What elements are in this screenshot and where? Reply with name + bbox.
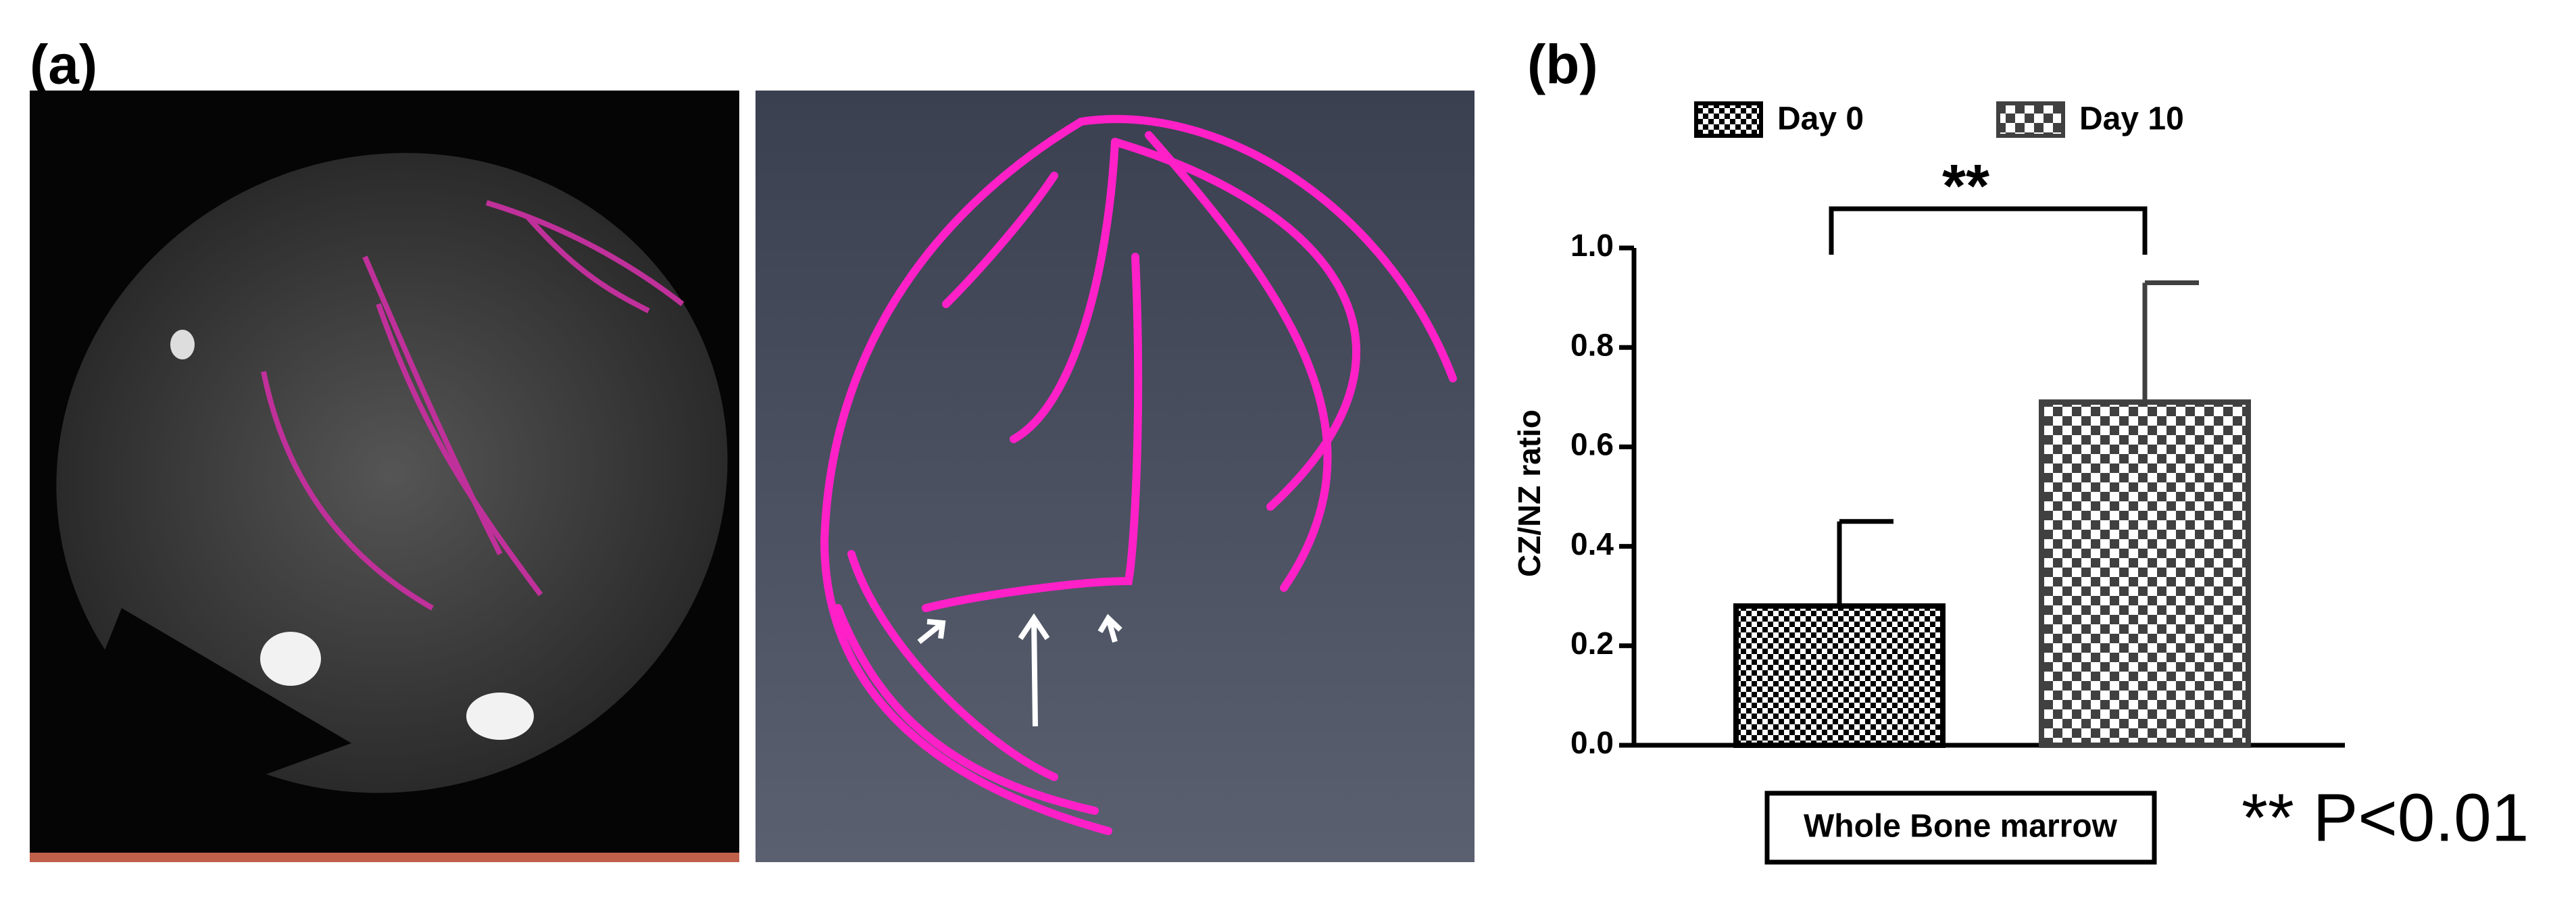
y-tick-label: 0.8 xyxy=(1570,327,1614,362)
y-axis-label: CZ/NZ ratio xyxy=(1512,409,1547,577)
y-tick-label: 0.0 xyxy=(1570,725,1614,760)
vessel-render xyxy=(756,91,1475,862)
legend-swatch xyxy=(1694,101,1763,138)
panel-label: (b) xyxy=(1527,34,1598,96)
y-tick-label: 0.6 xyxy=(1570,427,1614,462)
microscopy-image xyxy=(30,91,739,862)
legend-swatch xyxy=(1996,101,2065,138)
legend-label: Day 0 xyxy=(1777,101,1864,137)
significance-note: ** P<0.01 xyxy=(2241,780,2529,855)
y-tick-label: 1.0 xyxy=(1570,228,1614,263)
y-tick-label: 0.2 xyxy=(1570,626,1614,661)
y-tick-label: 0.4 xyxy=(1570,526,1614,561)
bar xyxy=(1733,603,1946,748)
bar xyxy=(2039,399,2251,748)
x-axis-label: Whole Bone marrow xyxy=(1804,809,2118,845)
legend-label: Day 10 xyxy=(2079,101,2184,137)
panel-label: (a) xyxy=(30,34,97,96)
significance-bracket xyxy=(1829,206,2148,255)
x-label-box xyxy=(1764,791,2157,865)
significance-annotation: ** xyxy=(1942,153,1989,220)
